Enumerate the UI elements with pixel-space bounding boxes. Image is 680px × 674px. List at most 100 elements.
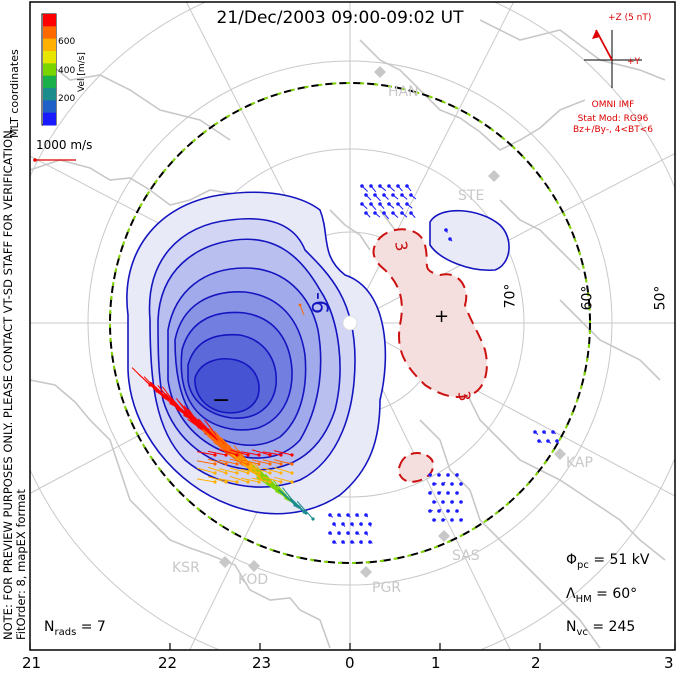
velocity-vector [262, 451, 282, 456]
velocity-vector [240, 468, 260, 474]
velocity-vector-origin [355, 513, 359, 517]
velocity-vector-origin [405, 202, 409, 206]
velocity-vector [196, 478, 216, 483]
velocity-vector-origin [448, 237, 452, 241]
mlt-ticks [29, 643, 676, 650]
velocity-vector [296, 500, 314, 520]
map-title: 21/Dec/2003 09:00-09:02 UT [216, 8, 464, 28]
velocity-vector-origin [290, 453, 294, 457]
potential-minimum-marker: − [212, 388, 230, 413]
velocity-vector-origin [257, 480, 261, 484]
contour-label-positive-2: 3 [454, 389, 474, 402]
latitude-label-70: 70° [502, 283, 519, 309]
velocity-vector [207, 466, 227, 474]
velocity-vector-origin [246, 480, 250, 484]
velocity-vector [218, 468, 238, 474]
velocity-vector-origin [213, 480, 217, 484]
velocity-vector-origin [328, 531, 332, 535]
velocity-vector-origin [235, 471, 239, 475]
preview-note: NOTE: FOR PREVIEW PURPOSES ONLY. PLEASE … [1, 127, 28, 640]
velocity-vector-origin [359, 522, 363, 526]
velocity-vector-origin [382, 211, 386, 215]
latitude-label-60: 60° [579, 285, 596, 311]
velocity-vector-origin [290, 462, 294, 466]
velocity-vector-origin [268, 453, 272, 457]
velocity-vector-origin [337, 531, 341, 535]
velocity-vector-origin [224, 453, 228, 457]
velocity-vector [207, 458, 227, 465]
velocity-vector-origin [290, 471, 294, 475]
velocity-vector-origin [369, 184, 373, 188]
fit-order-note: FitOrder: 8, mapEX format [14, 489, 28, 640]
imf-clock-diagram [584, 29, 642, 88]
velocity-vector-origin [235, 453, 239, 457]
velocity-vector-origin [346, 513, 350, 517]
velocity-vector-origin [533, 430, 537, 434]
imf-model: Stat Mod: RG96 [577, 114, 649, 124]
velocity-vector-origin [387, 184, 391, 188]
velocity-tick-600: 600 [58, 37, 76, 47]
mlt-tick-3: 3 [664, 654, 674, 672]
velocity-vector-origin [290, 480, 294, 484]
velocity-vector-origin [298, 303, 302, 307]
velocity-vector-origin [311, 517, 315, 521]
velocity-vector-origin [359, 540, 363, 544]
velocity-vector-origin [542, 430, 546, 434]
positive-potential-cell: + 3 3 [372, 228, 488, 484]
velocity-vector [251, 466, 271, 474]
velocity-vector [251, 477, 271, 483]
velocity-vector [207, 435, 228, 452]
velocity-vector-origin [224, 480, 228, 484]
hm-boundary-green [109, 82, 591, 564]
potential-maximum-marker: + [434, 306, 449, 327]
velocity-vector-origin [213, 471, 217, 475]
station-label-han: HAN [388, 84, 419, 100]
mlt-tick-23: 23 [252, 654, 272, 672]
velocity-vector-origin [455, 509, 459, 513]
velocity-vector [240, 451, 260, 456]
velocity-tick-400: 400 [58, 66, 76, 76]
velocity-vector [273, 476, 293, 483]
velocity-vector-origin [437, 509, 441, 513]
magnetic-pole-marker [342, 315, 358, 331]
velocity-vector [218, 459, 238, 465]
velocity-vector-origin [369, 202, 373, 206]
velocity-vector-origin [341, 540, 345, 544]
velocity-vector-origin [235, 480, 239, 484]
velocity-vector [153, 388, 172, 404]
contour-label-positive-1: 3 [391, 239, 411, 252]
velocity-vector-origin [546, 439, 550, 443]
mlt-tick-22: 22 [158, 654, 178, 672]
velocity-vector [196, 460, 216, 465]
color-bar-segment [43, 88, 56, 101]
velocity-vector-origin [391, 193, 395, 197]
velocity-vector-origin [455, 473, 459, 477]
velocity-vector-origin [400, 193, 404, 197]
station-label-pgr: PGR [372, 580, 402, 596]
velocity-vector-origin [428, 473, 432, 477]
velocity-vector [273, 450, 293, 456]
velocity-vector-origin [373, 193, 377, 197]
contour-label-negative: -6 [306, 292, 331, 314]
velocity-vector-origin [441, 482, 445, 486]
velocity-vector-origin [378, 202, 382, 206]
velocity-color-bar [41, 13, 57, 126]
velocity-vector-origin [373, 211, 377, 215]
velocity-vector-origin [368, 540, 372, 544]
velocity-vector-origin [444, 228, 448, 232]
velocity-vector-origin [268, 480, 272, 484]
station-label-ste: STE [458, 188, 485, 204]
velocity-vector [229, 458, 249, 465]
imf-z-label: +Z (5 nT) [608, 13, 652, 23]
velocity-vector-origin [432, 500, 436, 504]
station-label-kap: KAP [566, 455, 593, 471]
station-label-ksr: KSR [172, 560, 200, 576]
velocity-vector-origin [246, 453, 250, 457]
velocity-vector [255, 476, 278, 492]
velocity-vector-origin [396, 202, 400, 206]
velocity-vector-origin [279, 471, 283, 475]
velocity-vector [251, 459, 271, 465]
color-bar-segment [43, 26, 56, 40]
velocity-vector-origin [350, 522, 354, 526]
